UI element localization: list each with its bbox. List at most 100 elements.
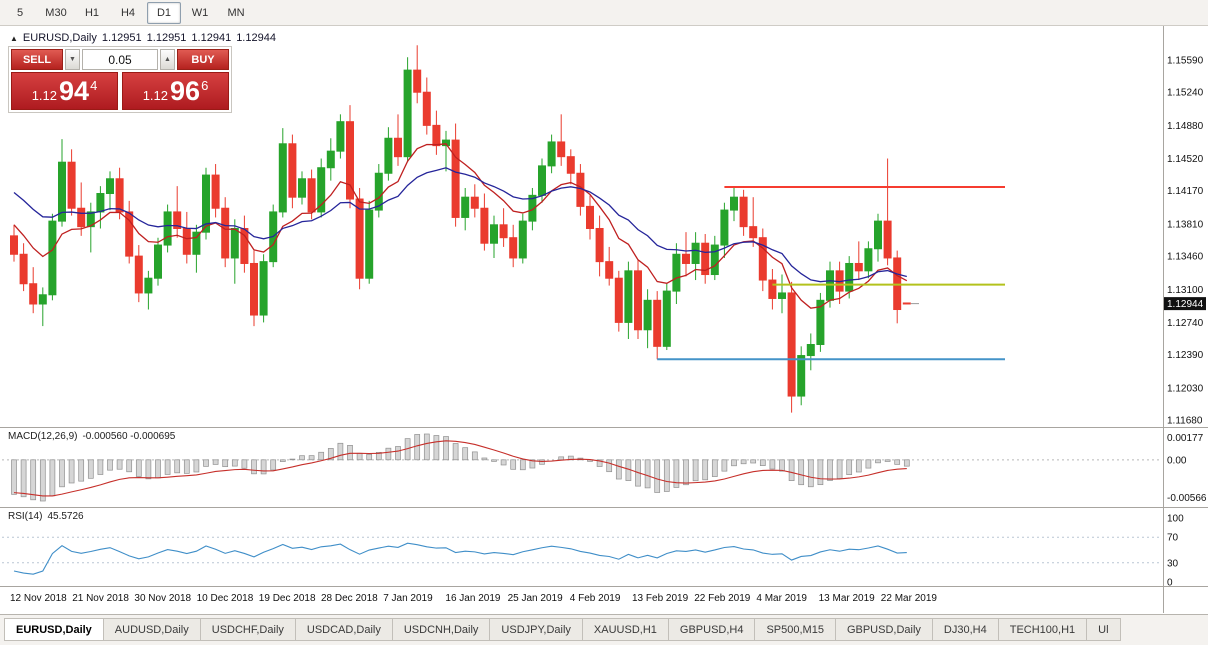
candle-body (470, 196, 479, 209)
timeframe-button-5[interactable]: 5 (16, 6, 24, 19)
timeframe-button-H1[interactable]: H1 (84, 6, 100, 19)
ma-fast-line (13, 143, 908, 309)
macd-bar (385, 447, 392, 461)
volume-decrease-button[interactable]: ▼ (65, 49, 80, 70)
candle-body (432, 124, 441, 147)
time-axis-label: 28 Dec 2018 (321, 593, 378, 604)
candle-body (29, 283, 38, 305)
candle-body (326, 150, 335, 169)
candle-body (374, 172, 383, 211)
candle-body (586, 205, 594, 229)
timeframe-toolbar: 5 M30 H1 H4 D1 W1 MN (0, 0, 1208, 26)
chart-tab-tech100-h1[interactable]: TECH100,H1 (998, 618, 1088, 641)
candle-body (662, 290, 671, 347)
sell-price-display[interactable]: 1.12 94 4 (11, 72, 118, 110)
chart-tab-gbpusd-daily[interactable]: GBPUSD,Daily (835, 618, 933, 641)
chart-tab-usdjpy-daily[interactable]: USDJPY,Daily (490, 618, 583, 641)
macd-bar (318, 451, 325, 461)
macd-bar (894, 459, 901, 465)
macd-bar (59, 459, 65, 488)
chart-tab-xauusd-h1[interactable]: XAUUSD,H1 (582, 618, 669, 641)
price-axis-label: 1.12030 (1167, 383, 1204, 394)
candle-body (854, 262, 863, 272)
price-axis-label: 1.13100 (1167, 285, 1204, 296)
macd-bar (135, 459, 142, 477)
candle-body (163, 211, 172, 246)
macd-bar (49, 459, 56, 497)
candle-body (768, 279, 777, 299)
chart-tab-sp500-m15[interactable]: SP500,M15 (755, 618, 836, 641)
candle-body (192, 231, 201, 255)
one-click-collapse-icon[interactable]: ▲ (10, 33, 18, 43)
candle-body (538, 165, 546, 196)
candle-body (605, 261, 614, 279)
timeframe-button-D1[interactable]: D1 (147, 1, 181, 24)
macd-bar (356, 452, 363, 461)
candle-body (749, 226, 758, 239)
macd-bar (702, 459, 709, 481)
buy-button[interactable]: BUY (177, 49, 229, 70)
chart-tab-bar: EURUSD,Daily AUDUSD,Daily USDCHF,Daily USDC… (0, 614, 1208, 645)
sell-button[interactable]: SELL (11, 49, 63, 70)
volume-increase-button[interactable]: ▲ (160, 49, 175, 70)
timeframe-button-W1[interactable]: W1 (191, 6, 209, 19)
timeframe-button-M30[interactable]: M30 (45, 6, 67, 19)
timeframe-button-H4[interactable]: H4 (120, 6, 136, 19)
chart-tab-audusd-daily[interactable]: AUDUSD,Daily (103, 618, 201, 641)
macd-bar (654, 459, 661, 493)
candle-body (144, 277, 153, 294)
macd-bar (740, 459, 747, 465)
macd-bar (827, 459, 833, 481)
macd-bar (145, 459, 152, 480)
chart-tab-ul[interactable]: Ul (1087, 618, 1121, 641)
macd-bar (615, 459, 622, 480)
candle-body (173, 211, 182, 229)
macd-bar (20, 459, 27, 498)
buy-price-display[interactable]: 1.12 96 6 (122, 72, 229, 110)
macd-bar (903, 459, 910, 467)
macd-bar (433, 435, 440, 461)
chart-tab-eurusd-daily[interactable]: EURUSD,Daily (4, 618, 104, 641)
rsi-label: RSI(14) 45.5726 (8, 511, 84, 522)
rsi-axis-label: 30 (1167, 558, 1179, 569)
candle-body (384, 137, 393, 174)
rsi-axis-label: 0 (1167, 578, 1173, 589)
time-axis-label: 19 Dec 2018 (259, 593, 316, 604)
time-axis-label: 16 Jan 2019 (445, 593, 500, 604)
macd-bar (750, 459, 757, 464)
chart-tab-usdcad-daily[interactable]: USDCAD,Daily (295, 618, 393, 641)
price-axis-label: 1.13460 (1167, 252, 1204, 263)
candle-body (614, 277, 623, 323)
macd-label: MACD(12,26,9) -0.000560 -0.000695 (8, 431, 175, 442)
candle-body (902, 302, 911, 305)
candle-body (154, 244, 162, 279)
chart-tab-gbpusd-h4[interactable]: GBPUSD,H4 (668, 618, 756, 641)
rsi-name: RSI(14) (8, 511, 43, 522)
chart-title: ▲ EURUSD,Daily 1.12951 1.12951 1.12941 1… (10, 32, 276, 44)
macd-bar (155, 459, 161, 479)
price-axis-label: 1.11680 (1167, 415, 1203, 426)
time-axis-label: 13 Mar 2019 (819, 593, 876, 604)
price-chart[interactable]: 1.15590 1.15240 1.14880 1.14520 1.14170 1.138… (0, 0, 1208, 616)
time-axis-label: 7 Jan 2019 (383, 593, 433, 604)
candles (10, 45, 911, 413)
volume-input[interactable]: 0.05 (82, 49, 158, 70)
candle-body (317, 167, 326, 213)
time-axis-label: 22 Mar 2019 (881, 593, 938, 604)
candle-body (787, 292, 796, 397)
candle-body (672, 253, 681, 292)
timeframe-button-MN[interactable]: MN (227, 6, 245, 19)
macd-bar (289, 458, 296, 461)
macd-bar (97, 459, 104, 475)
chart-tab-dj30-h4[interactable]: DJ30,H4 (932, 618, 999, 641)
chart-symbol-period: EURUSD,Daily (22, 32, 97, 44)
chart-tab-usdchf-daily[interactable]: USDCHF,Daily (200, 618, 296, 641)
candle-body (422, 91, 431, 126)
current-price-tag (1164, 297, 1206, 311)
candle-body (48, 220, 57, 296)
chart-tab-usdcnh-daily[interactable]: USDCNH,Daily (392, 618, 491, 641)
macd-bar (846, 459, 853, 475)
candle-body (864, 248, 873, 272)
candle-body (547, 141, 556, 167)
candle-body (739, 196, 748, 228)
